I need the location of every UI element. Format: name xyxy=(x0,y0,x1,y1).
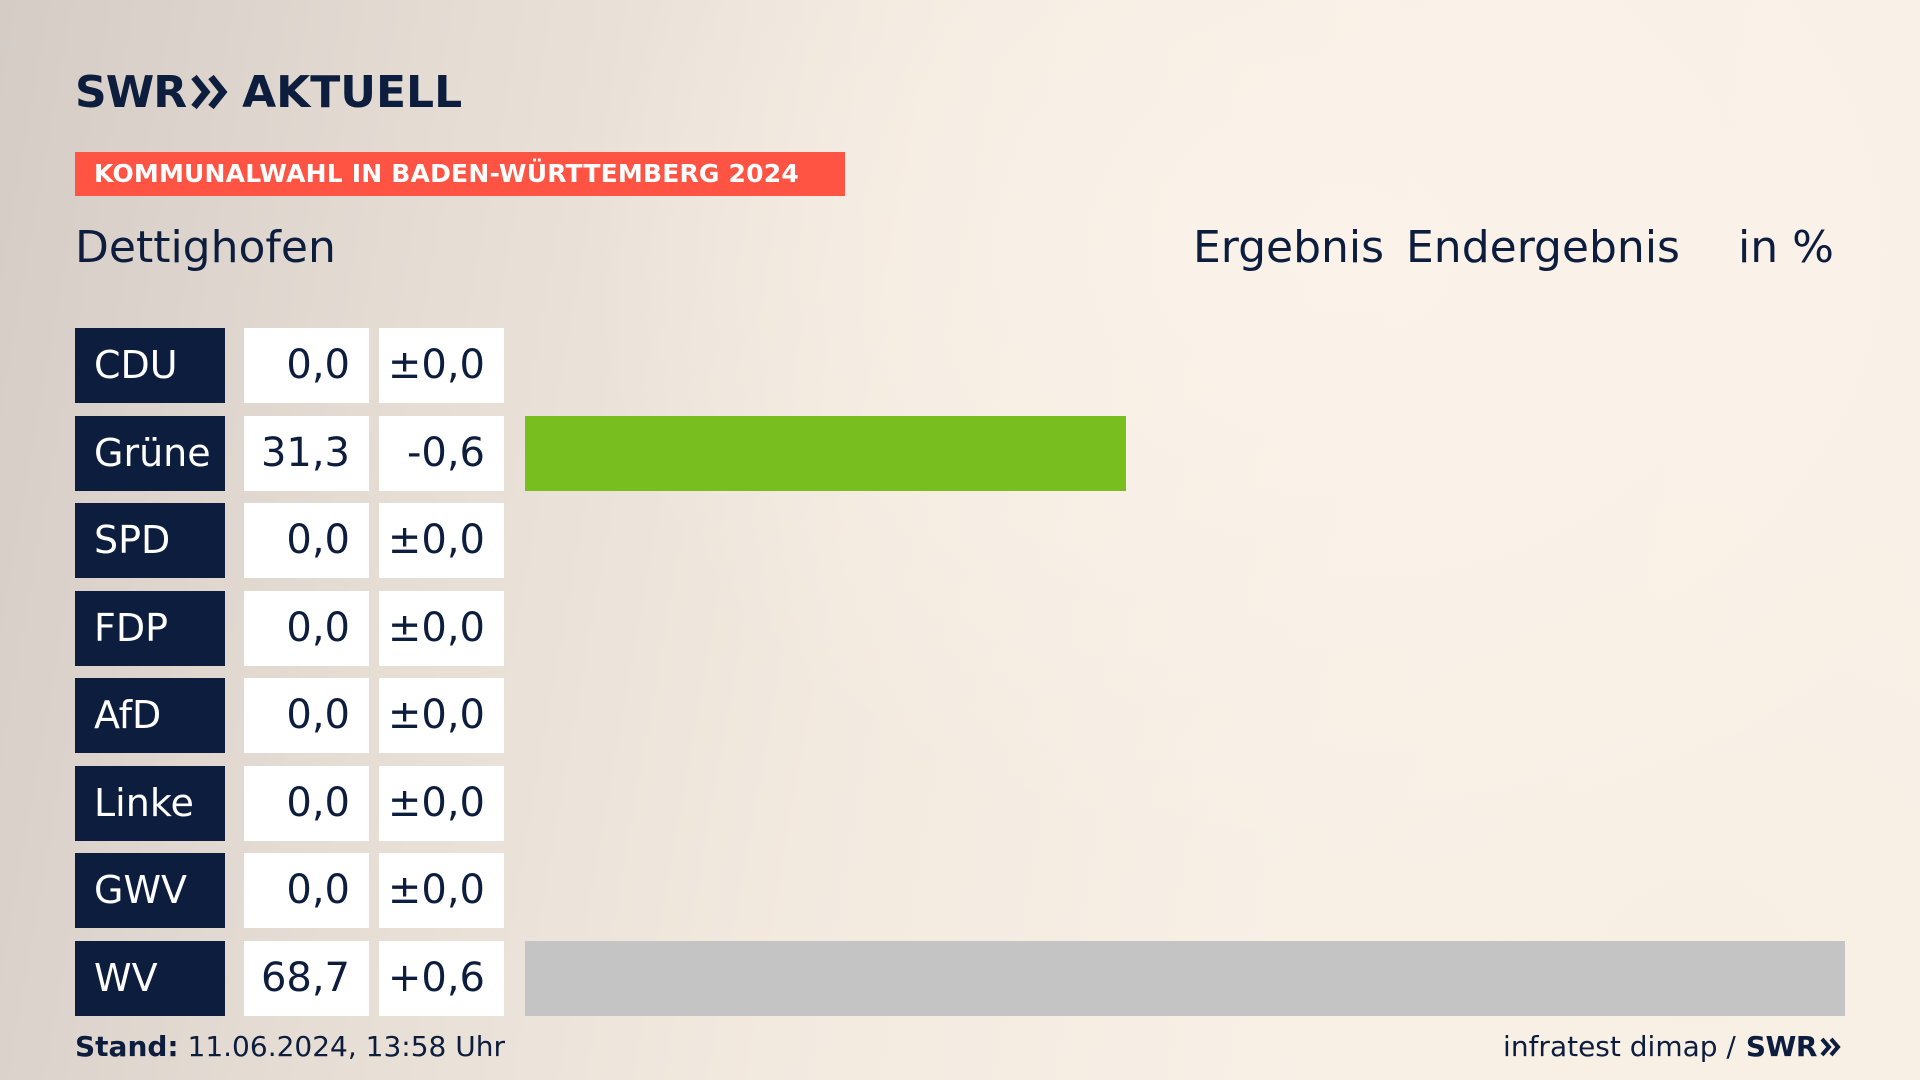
party-bar xyxy=(525,940,1845,1016)
party-label: Grüne xyxy=(75,415,225,491)
party-value: 31,3 xyxy=(244,415,369,491)
place-title: Dettighofen xyxy=(75,222,336,273)
double-chevron-icon xyxy=(191,74,228,110)
party-label: SPD xyxy=(75,503,225,578)
timestamp: Stand: 11.06.2024, 13:58 Uhr xyxy=(75,1030,505,1063)
party-value: 0,0 xyxy=(244,853,369,928)
party-row: CDU 0,0 ±0,0 xyxy=(75,328,1845,403)
party-diff: +0,6 xyxy=(379,940,504,1016)
stand-value: 11.06.2024, 13:58 Uhr xyxy=(187,1030,505,1063)
party-row: WV 68,7 +0,6 xyxy=(75,940,1845,1016)
small-double-chevron-icon xyxy=(1820,1037,1841,1056)
election-banner: KOMMUNALWAHL IN BADEN-WÜRTTEMBERG 2024 xyxy=(75,152,845,196)
logo-aktuell-text: AKTUELL xyxy=(242,66,463,118)
party-row: GWV 0,0 ±0,0 xyxy=(75,853,1845,928)
party-label: FDP xyxy=(75,590,225,666)
party-row: AfD 0,0 ±0,0 xyxy=(75,678,1845,753)
party-label: WV xyxy=(75,940,225,1016)
header-endergebnis: Endergebnis xyxy=(1406,222,1680,273)
party-row: Grüne 31,3 -0,6 xyxy=(75,415,1845,491)
party-value: 68,7 xyxy=(244,940,369,1016)
party-diff: -0,6 xyxy=(379,415,504,491)
swr-aktuell-logo: SWR AKTUELL xyxy=(75,64,462,120)
party-diff: ±0,0 xyxy=(379,590,504,666)
party-diff: ±0,0 xyxy=(379,765,504,841)
source-credit: infratest dimap / SWR xyxy=(1503,1030,1842,1063)
party-label: AfD xyxy=(75,678,225,753)
party-label: CDU xyxy=(75,328,225,403)
party-value: 0,0 xyxy=(244,765,369,841)
party-diff: ±0,0 xyxy=(379,328,504,403)
party-bar xyxy=(525,415,1127,491)
party-label: GWV xyxy=(75,853,225,928)
party-diff: ±0,0 xyxy=(379,853,504,928)
party-value: 0,0 xyxy=(244,590,369,666)
party-diff: ±0,0 xyxy=(379,503,504,578)
logo-swr-text: SWR xyxy=(75,66,187,118)
party-value: 0,0 xyxy=(244,328,369,403)
party-value: 0,0 xyxy=(244,503,369,578)
party-diff: ±0,0 xyxy=(379,678,504,753)
party-row: FDP 0,0 ±0,0 xyxy=(75,590,1845,666)
party-label: Linke xyxy=(75,765,225,841)
party-value: 0,0 xyxy=(244,678,369,753)
party-row: Linke 0,0 ±0,0 xyxy=(75,765,1845,841)
party-row: SPD 0,0 ±0,0 xyxy=(75,503,1845,578)
stand-label: Stand: xyxy=(75,1030,179,1063)
source-brand: SWR xyxy=(1745,1030,1818,1063)
source-text: infratest dimap / xyxy=(1503,1030,1736,1063)
header-ergebnis: Ergebnis xyxy=(1193,222,1385,273)
header-unit: in % xyxy=(1738,222,1834,273)
